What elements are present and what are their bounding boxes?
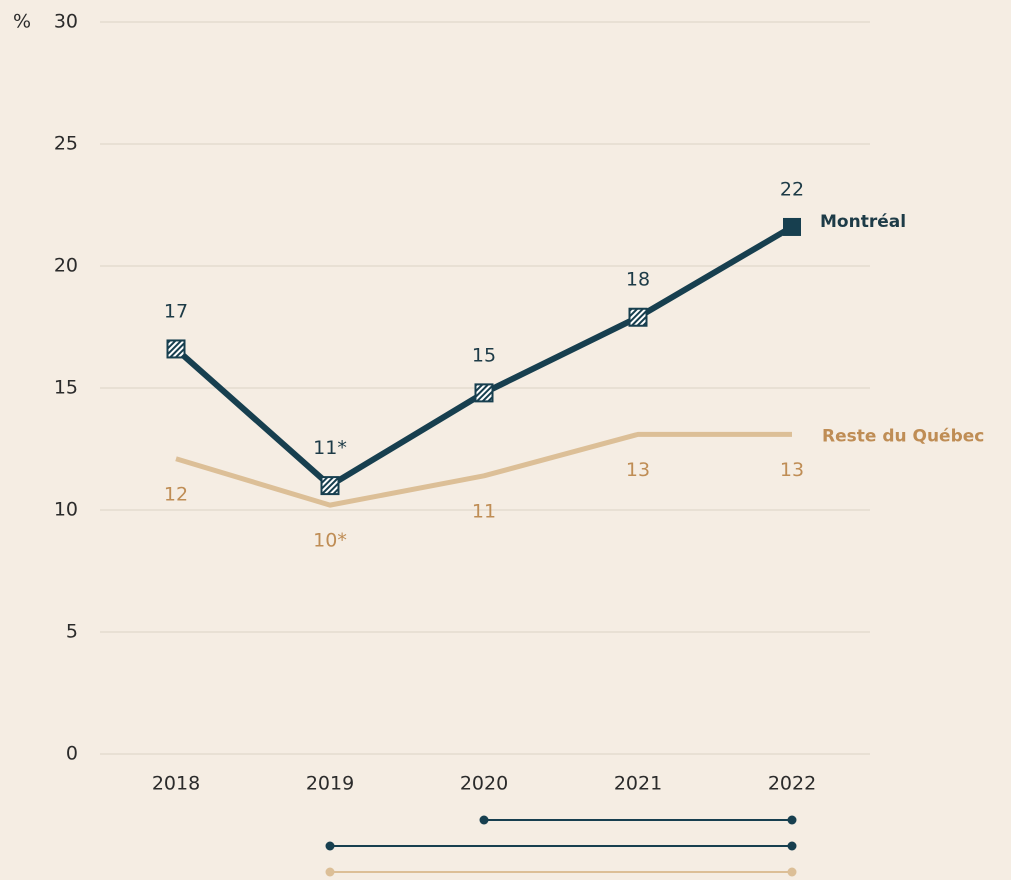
y-axis-label: %	[13, 11, 31, 33]
y-tick-label: 30	[54, 11, 78, 33]
data-label: 18	[626, 269, 650, 291]
y-tick-label: 20	[54, 255, 78, 277]
y-tick-label: 0	[66, 743, 78, 765]
x-tick-label: 2018	[152, 773, 200, 795]
point-marker	[166, 339, 186, 359]
series-line	[175, 431, 792, 508]
comparison-dot	[479, 815, 489, 825]
comparison-dot	[787, 815, 797, 825]
point-marker	[628, 307, 648, 327]
y-tick-label: 10	[54, 499, 78, 521]
data-label: 22	[780, 178, 804, 200]
y-tick-label: 25	[54, 133, 78, 155]
comparison-dot	[787, 867, 797, 877]
y-tick-label: 15	[54, 377, 78, 399]
y-tick-label: 5	[66, 621, 78, 643]
data-label: 15	[472, 344, 496, 366]
legend-label: Montréal	[820, 212, 906, 232]
data-label: 17	[164, 300, 188, 322]
point-marker	[783, 217, 801, 236]
x-tick-label: 2019	[306, 773, 354, 795]
data-label: 13	[780, 459, 804, 481]
data-label: 11	[472, 500, 496, 522]
legend-label: Reste du Québec	[822, 426, 984, 446]
comparison-dot	[325, 867, 335, 877]
data-label: 10*	[313, 530, 347, 552]
x-tick-label: 2021	[614, 773, 662, 795]
comparison-dot	[787, 841, 797, 851]
x-tick-label: 2020	[460, 773, 508, 795]
data-label: 12	[164, 483, 188, 505]
x-tick-label: 2022	[768, 773, 816, 795]
point-marker	[320, 476, 340, 496]
data-label: 11*	[313, 437, 347, 459]
data-label: 13	[626, 459, 650, 481]
point-marker	[474, 383, 494, 403]
comparison-dot	[325, 841, 335, 851]
